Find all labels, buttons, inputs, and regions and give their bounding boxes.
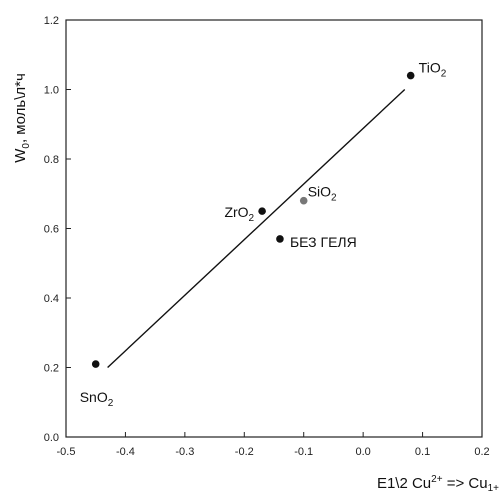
y-tick-label: 0.6 bbox=[44, 224, 59, 236]
plot-frame bbox=[65, 19, 483, 438]
data-point bbox=[406, 71, 415, 80]
x-tick-label: -0.3 bbox=[175, 446, 194, 458]
x-tick-label: -0.5 bbox=[57, 446, 76, 458]
y-tick-label: 0.2 bbox=[44, 363, 59, 375]
y-tick-label: 0.4 bbox=[44, 293, 59, 305]
data-point bbox=[258, 207, 266, 215]
x-tick-label: 0.0 bbox=[355, 446, 370, 458]
point-label: TiO2 bbox=[419, 60, 447, 80]
x-axis-ticks: -0.5 -0.4 -0.3 -0.2 -0.1 0.0 0.1 0.2 bbox=[57, 432, 490, 458]
y-tick-label: 0.8 bbox=[44, 154, 59, 166]
point-label: SiO2 bbox=[308, 184, 337, 204]
y-tick-label: 0.0 bbox=[44, 432, 59, 444]
x-tick-label: 0.1 bbox=[415, 446, 430, 458]
x-tick-label: -0.1 bbox=[294, 446, 313, 458]
data-point bbox=[299, 196, 308, 205]
data-point bbox=[276, 235, 284, 243]
point-label: БЕЗ ГЕЛЯ bbox=[290, 234, 357, 250]
y-axis-title: W0, моль\л*ч bbox=[12, 73, 32, 163]
x-axis-title: E1\2 Cu2+ => Cu1+ bbox=[377, 474, 499, 494]
y-tick-label: 1.2 bbox=[44, 15, 59, 27]
data-point bbox=[91, 360, 100, 368]
data-points: TiO2 SiO2 ZrO2 БЕЗ ГЕЛЯ SnO2 bbox=[80, 60, 447, 409]
x-tick-label: 0.2 bbox=[474, 446, 489, 458]
point-label: SnO2 bbox=[80, 389, 114, 409]
x-tick-label: -0.4 bbox=[116, 446, 135, 458]
point-label: ZrO2 bbox=[224, 204, 254, 224]
y-tick-label: 1.0 bbox=[44, 85, 59, 97]
x-tick-label: -0.2 bbox=[235, 446, 254, 458]
trend-line bbox=[107, 88, 406, 369]
y-axis-ticks: 0.0 0.2 0.4 0.6 0.8 1.0 1.2 bbox=[44, 15, 71, 444]
